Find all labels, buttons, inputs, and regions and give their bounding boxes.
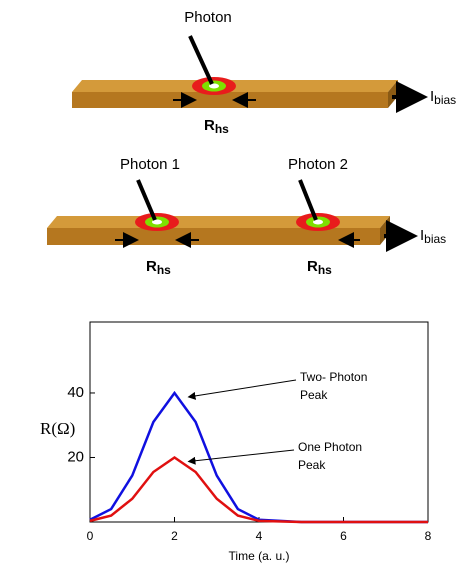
annotation: Two- Photon: [300, 370, 367, 384]
rhs-sub: hs: [157, 263, 171, 277]
x-axis-label: Time (a. u.): [229, 549, 290, 563]
y-axis-label: R(Ω): [40, 419, 75, 438]
current-sub: bias: [424, 232, 446, 246]
annotation: Peak: [298, 458, 326, 472]
rhs-main: R: [204, 117, 215, 134]
x-tick-label: 8: [425, 529, 432, 543]
rhs-main: R: [307, 258, 318, 275]
rhs-label: Rhs: [204, 117, 229, 136]
current-label: Ibias: [430, 88, 456, 107]
x-tick-label: 0: [87, 529, 94, 543]
current-label: Ibias: [420, 227, 446, 246]
current-main: I: [420, 227, 424, 244]
series-line: [89, 455, 428, 524]
annotation-arrow: [187, 449, 295, 465]
current-sub: bias: [434, 93, 456, 107]
annotation: Peak: [300, 388, 328, 402]
rhs-main: R: [146, 258, 157, 275]
photon-label: Photon: [184, 9, 232, 26]
annotation-arrow: [187, 379, 297, 400]
plot-frame: [89, 321, 429, 523]
y-tick-label: 20: [67, 448, 84, 465]
rhs-sub: hs: [318, 263, 332, 277]
annotation: One Photon: [298, 440, 362, 454]
photon1-label: Photon 1: [120, 156, 180, 173]
rhs-label: Rhs: [146, 258, 171, 277]
rhs-label: Rhs: [307, 258, 332, 277]
x-tick-label: 6: [340, 529, 347, 543]
x-tick-label: 2: [171, 529, 178, 543]
current-main: I: [430, 88, 434, 105]
strip-bottom: [47, 179, 418, 252]
strip-top: [72, 35, 428, 113]
series-line: [89, 390, 428, 524]
rhs-sub: hs: [215, 122, 229, 136]
x-tick-label: 4: [256, 529, 263, 543]
y-tick-label: 40: [67, 384, 84, 401]
photon2-label: Photon 2: [288, 156, 348, 173]
